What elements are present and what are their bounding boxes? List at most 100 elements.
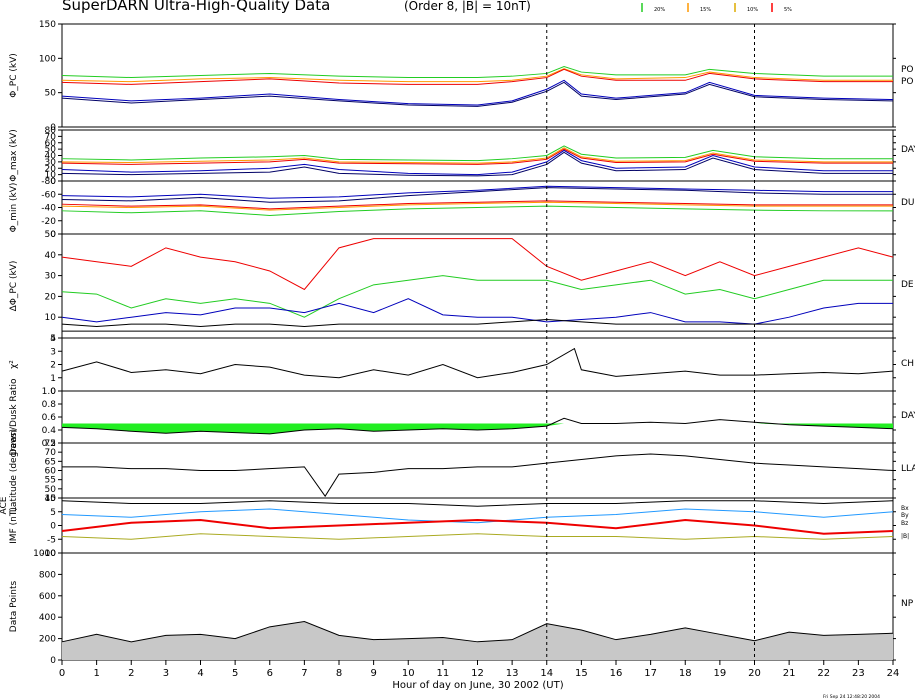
figure-title: SuperDARN Ultra-High-Quality Data [62, 0, 330, 14]
y-tick-label: 5 [50, 334, 56, 344]
series-group-dphi [61, 238, 894, 332]
series-group-imf [61, 500, 894, 540]
panel-ratio: 0.2 0.4 0.6 0.8 1.0 Dawn/Dusk Ratio [9, 378, 896, 456]
y-axis-label: Φ_max (kV) [9, 129, 19, 181]
y-tick-label: 2 [50, 361, 56, 371]
series-fill-np [62, 621, 893, 660]
x-tick-label: 1 [93, 668, 99, 679]
y-tick-label: 10 [45, 171, 57, 181]
y-tick-label: 3 [50, 347, 56, 357]
x-tick-label: 24 [887, 668, 900, 679]
series-line-dphi-0 [61, 238, 894, 291]
series-line-phimin-1 [61, 201, 893, 211]
panel-frame [61, 390, 894, 444]
series-line-dphi-1 [61, 275, 893, 318]
panel-np: 0 200 400 600 800 1000 Data Points [9, 549, 896, 666]
series-line-np-0 [61, 620, 894, 643]
series-line-lat-0 [62, 453, 894, 498]
y-tick-label: 70 [45, 132, 57, 142]
series-line-dphi-2 [61, 298, 893, 325]
series-line-pcp-1 [61, 68, 893, 83]
right-label-ratio: DAY [901, 411, 915, 421]
series-line-imf-0 [61, 500, 894, 507]
right-label-imf_bx: Bx [901, 505, 909, 512]
y-tick-label: 0 [50, 656, 56, 666]
x-tick-label: 13 [506, 668, 519, 679]
y-axis-label: Φ_min (kV) [9, 183, 19, 233]
right-label-pcp: PO [901, 65, 914, 75]
series-line-phimax-0 [61, 145, 893, 162]
series-line-pcp-4 [61, 79, 894, 106]
x-tick-label: 18 [679, 668, 692, 679]
y-tick-label: 0 [50, 230, 56, 240]
y-tick-label: 80 [45, 126, 57, 136]
y-tick-label: 600 [39, 592, 56, 602]
y-axis-label: IMF (nT) [9, 507, 19, 544]
right-label-phimax: DAY [901, 145, 915, 155]
y-tick-label: -10 [41, 549, 56, 559]
panel-phimin: 0 -20 -40 -60 -80 Φ_min (kV) [9, 177, 896, 240]
y-tick-label: 20 [45, 292, 57, 302]
figure-subtitle: (Order 8, |B| = 10nT) [404, 0, 531, 13]
right-label-imf_b: |B| [901, 533, 909, 540]
y-axis-label: Data Points [9, 580, 19, 632]
x-tick-label: 14 [540, 668, 553, 679]
y-tick-label: 20 [45, 164, 57, 174]
legend-label: 15% [700, 7, 711, 13]
right-label-phimin: DU [901, 198, 915, 208]
panel-chi: 0 1 2 3 4 χ² [9, 334, 896, 397]
y-tick-label: 150 [39, 20, 56, 30]
series-group-pcp [61, 66, 894, 107]
y-axis-label-2: ACE [0, 496, 9, 514]
series-group-phimax [61, 145, 893, 177]
y-tick-label: -60 [41, 190, 56, 200]
y-tick-label: 800 [39, 570, 56, 580]
y-tick-label: 60 [45, 139, 57, 149]
right-label-dphi: DE [901, 280, 914, 290]
right-label-imf_bz: Bz [901, 520, 908, 527]
series-line-imf-2 [61, 518, 894, 535]
y-axis-label: Latitude (degrees) [9, 429, 19, 512]
y-tick-label: 40 [45, 152, 57, 162]
panel-pcp: 0 50 100 150 Φ_PC (kV) [9, 20, 896, 133]
x-tick-label: 20 [748, 668, 761, 679]
y-tick-label: -40 [41, 204, 56, 214]
series-line-pcp-0 [61, 66, 893, 79]
series-group-chi [61, 347, 894, 379]
y-axis-label: χ² [9, 360, 19, 369]
x-tick-label: 22 [817, 668, 830, 679]
legend-label: 5% [784, 7, 792, 13]
y-tick-label: 10 [45, 494, 57, 504]
right-label-lat: LLA [901, 464, 915, 474]
y-tick-label: 50 [45, 89, 57, 99]
series-line-imf-3 [61, 533, 894, 540]
series-line-phimax-2 [61, 148, 893, 165]
x-tick-label: 21 [783, 668, 796, 679]
x-tick-label: 12 [471, 668, 484, 679]
y-tick-label: 100 [39, 54, 56, 64]
y-tick-label: 50 [45, 485, 57, 495]
y-tick-label: 0.6 [42, 413, 57, 423]
x-tick-label: 17 [644, 668, 657, 679]
series-fill-ratio [62, 423, 893, 434]
y-tick-label: 65 [45, 457, 56, 467]
x-tick-label: 19 [714, 668, 727, 679]
series-line-phimin-4 [61, 185, 893, 199]
series-line-ratio-0 [61, 417, 894, 435]
y-tick-label: 60 [45, 467, 57, 477]
y-tick-label: 30 [45, 158, 57, 168]
series-group-np [61, 620, 894, 660]
y-tick-label: 50 [45, 145, 57, 155]
y-tick-label: 70 [45, 448, 57, 458]
panel-frame [61, 442, 894, 499]
y-axis-label: Dawn/Dusk Ratio [9, 378, 19, 456]
y-tick-label: 1000 [33, 549, 56, 559]
y-tick-label: 200 [39, 635, 56, 645]
y-tick-label: 1.0 [42, 387, 57, 397]
y-tick-label: -20 [41, 217, 56, 227]
y-tick-label: 5 [50, 508, 56, 518]
y-tick-label: 0 [50, 387, 56, 397]
y-tick-label: 50 [45, 230, 57, 240]
